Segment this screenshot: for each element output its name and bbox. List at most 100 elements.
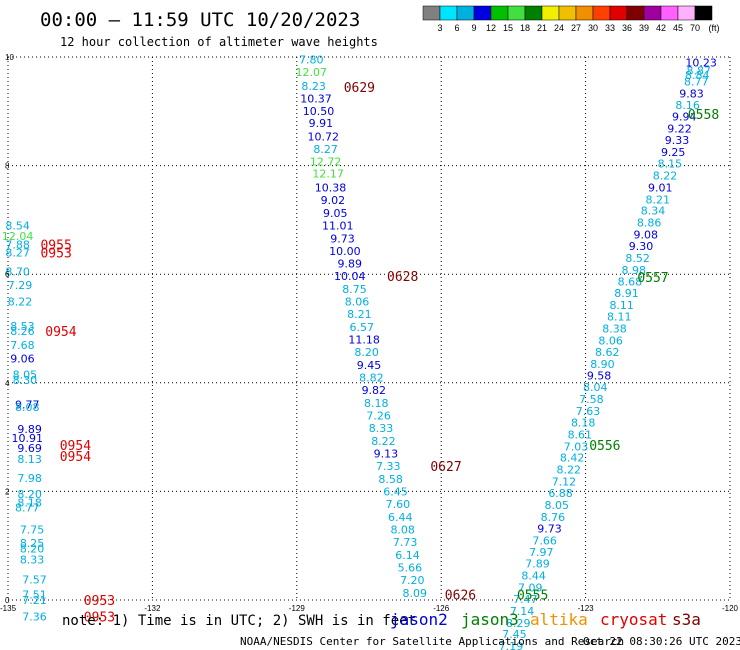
pass-time-label: 0626 — [445, 589, 476, 604]
legend-level-label: 36 — [622, 23, 632, 33]
x-axis-ticks: -135 -132 -129 -126 -123 -120 — [0, 604, 739, 613]
wave-height-label: 7.75 — [20, 523, 45, 536]
wave-height-label: 7.19 — [499, 640, 524, 650]
wave-height-label: 7.60 — [386, 498, 411, 511]
wave-height-label: 8.08 — [15, 401, 40, 414]
legend-swatch — [490, 5, 509, 21]
wave-height-label: 8.04 — [583, 381, 608, 394]
legend-level-label: 30 — [588, 23, 598, 33]
wave-height-label: 8.30 — [13, 374, 38, 387]
wave-height-label: 8.62 — [595, 346, 620, 359]
wave-height-label: 8.33 — [20, 553, 45, 566]
pass-time-label: 0953 — [84, 594, 115, 609]
x-tick-label: -123 — [578, 604, 595, 613]
wave-height-label: 8.58 — [378, 473, 403, 486]
wave-height-label: 8.90 — [590, 358, 615, 371]
wave-height-label: 9.06 — [10, 352, 35, 365]
wave-height-label: 9.25 — [661, 146, 686, 159]
wave-height-label: 7.14 — [510, 605, 535, 618]
legend-swatch — [473, 5, 492, 21]
wave-height-label: 8.22 — [371, 435, 396, 448]
wave-height-label: 8.09 — [402, 587, 427, 600]
x-tick-label: -126 — [433, 604, 450, 613]
wave-height-label: 8.76 — [541, 511, 566, 524]
legend-level-label: 9 — [471, 23, 476, 33]
legend-swatch — [592, 5, 611, 21]
wave-height-label: 12.17 — [312, 168, 344, 181]
wave-height-label: 8.20 — [20, 542, 45, 555]
legend-level-label: 18 — [520, 23, 530, 33]
wave-height-label: 8.20 — [354, 346, 379, 359]
wave-height-label: 6.14 — [395, 549, 420, 562]
wave-height-label: 12.04 — [2, 230, 34, 243]
wave-height-label: 9.69 — [17, 442, 42, 455]
satellite-name: s3a — [672, 610, 701, 629]
legend-level-label: 21 — [537, 23, 547, 33]
legend-level-label: 15 — [503, 23, 513, 33]
x-tick-label: -135 — [0, 604, 17, 613]
legend-swatch — [558, 5, 577, 21]
wave-height-label: 8.11 — [609, 299, 634, 312]
wave-height-label: 9.83 — [679, 87, 704, 100]
wave-height-label: 8.33 — [369, 422, 394, 435]
wave-height-label: 8.77 — [684, 75, 709, 88]
wave-height-label: 8.98 — [621, 264, 646, 277]
wave-height-label: 8.23 — [301, 80, 326, 93]
wave-height-label: 6.45 — [383, 485, 408, 498]
wave-height-label: 8.34 — [641, 205, 666, 218]
wave-height-label: 9.08 — [634, 229, 659, 242]
legend-swatch — [456, 5, 475, 21]
wave-height-label: 9.13 — [374, 447, 399, 460]
wave-height-label: 6.57 — [350, 321, 375, 334]
wave-height-label: 7.03 — [564, 440, 589, 453]
pass-time-label: 0954 — [60, 450, 91, 465]
legend-level-label: 24 — [554, 23, 564, 33]
wave-height-label: 8.77 — [15, 502, 40, 515]
x-tick-label: -120 — [722, 604, 739, 613]
wave-height-label: 5.66 — [398, 561, 423, 574]
wave-height-label: 8.22 — [557, 464, 582, 477]
wave-height-label: 10.00 — [329, 245, 361, 258]
wave-height-label: 7.36 — [22, 610, 47, 623]
legend-swatch — [575, 5, 594, 21]
wave-height-label: 7.45 — [502, 628, 527, 641]
wave-height-label: 10.72 — [308, 130, 340, 143]
pass-time-label: 0953 — [84, 610, 115, 625]
wave-height-label: 7.58 — [579, 393, 604, 406]
wave-height-label: 10.37 — [300, 92, 332, 105]
legend-swatch — [677, 5, 696, 21]
wave-height-label: 8.38 — [602, 323, 627, 336]
pass-time-label: 0954 — [45, 325, 76, 340]
wave-height-label: 8.15 — [658, 157, 683, 170]
legend-swatch — [660, 5, 679, 21]
wave-height-label: 8.16 — [675, 99, 700, 112]
wave-height-label: 8.18 — [364, 397, 389, 410]
wave-height-label: 9.73 — [537, 522, 562, 535]
y-tick-label: 0 — [5, 596, 10, 605]
pass-time-label: 0558 — [688, 108, 719, 123]
pass-time-label: 0955 — [40, 238, 71, 253]
wave-height-label: 8.91 — [614, 287, 639, 300]
wave-height-label: 11.01 — [322, 219, 354, 232]
legend-level-label: 42 — [656, 23, 666, 33]
legend-unit: (ft) — [709, 23, 720, 33]
wave-height-label: 7.12 — [552, 476, 577, 489]
y-tick-label: 8 — [5, 162, 10, 171]
wave-height-label: 8.20 — [17, 488, 42, 501]
wave-height-label: 7.26 — [366, 409, 391, 422]
legend-swatch — [439, 5, 458, 21]
wave-height-label: 9.02 — [321, 194, 346, 207]
x-tick-label: -129 — [289, 604, 306, 613]
wave-height-label: 8.21 — [347, 308, 372, 321]
pass-time-label: 0629 — [344, 81, 375, 96]
wave-height-label: 8.75 — [342, 283, 367, 296]
wave-height-label: 8.26 — [10, 325, 35, 338]
pass-time-label: 0555 — [517, 589, 548, 604]
page-subtitle: 12 hour collection of altimeter wave hei… — [60, 35, 378, 49]
wave-height-label: 7.57 — [22, 573, 47, 586]
wave-height-label: 8.82 — [359, 371, 384, 384]
wave-height-label: 8.54 — [5, 219, 30, 232]
wave-height-label: 8.21 — [646, 193, 671, 206]
color-legend: 3 6 9 12 15 18 21 24 27 30 33 36 39 42 45 70 (ft) — [422, 5, 720, 33]
wave-height-label: 7.97 — [529, 546, 554, 559]
